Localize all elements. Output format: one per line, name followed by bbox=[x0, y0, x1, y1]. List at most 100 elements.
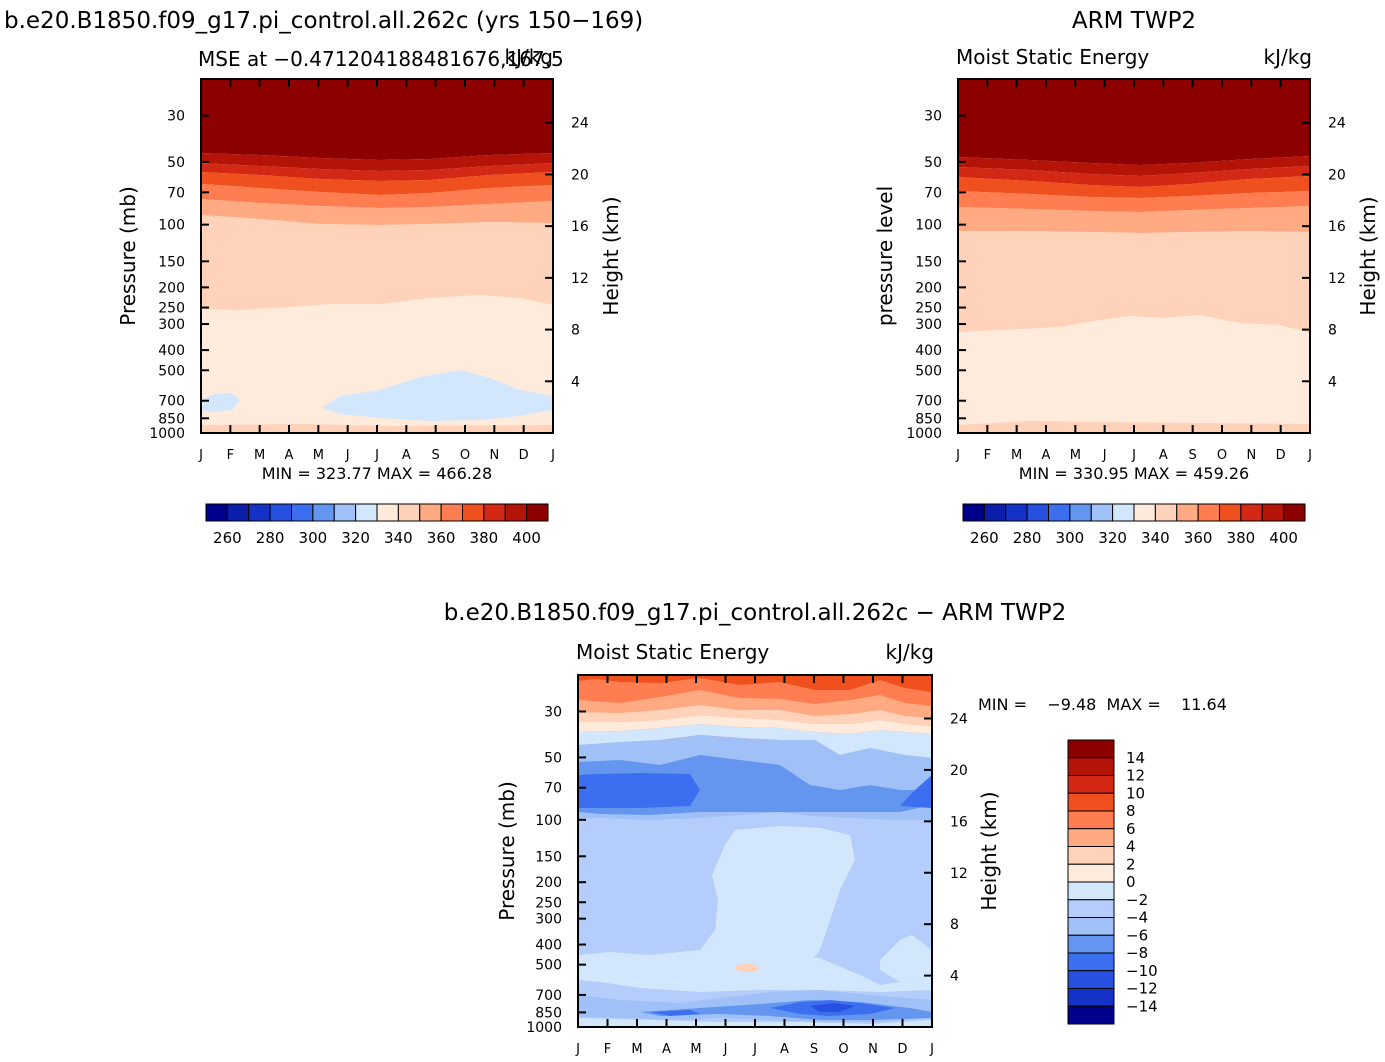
xtick-label: J bbox=[374, 448, 379, 463]
ytick-label: 30 bbox=[924, 109, 942, 125]
xtick-label: J bbox=[345, 448, 350, 463]
ytick-right-label: 8 bbox=[1328, 323, 1337, 339]
diff-band-neg-1 bbox=[578, 724, 932, 758]
colorbar-swatch bbox=[962, 503, 985, 522]
colorbar-swatch bbox=[1112, 503, 1135, 522]
diff-band-neg-4 bbox=[578, 773, 700, 808]
colorbar-label: 10 bbox=[1126, 784, 1145, 802]
ytick-label: 300 bbox=[158, 317, 185, 333]
colorbar-swatch bbox=[1067, 899, 1115, 918]
diff-band-zero bbox=[578, 715, 932, 734]
colorbar-swatch bbox=[1067, 792, 1115, 812]
diff-band-neg-center-low bbox=[578, 950, 932, 992]
diff-band-pos-mid bbox=[578, 690, 932, 718]
ytick-label: 700 bbox=[915, 394, 942, 410]
colorbar-swatch bbox=[1067, 846, 1115, 865]
ytick-label: 400 bbox=[535, 938, 562, 954]
xtick-label: M bbox=[1011, 448, 1022, 463]
mse-band-320-right bbox=[322, 370, 553, 421]
colorbar-label: 320 bbox=[1098, 529, 1127, 547]
colorbar-label: 360 bbox=[427, 529, 456, 547]
colorbar-label: −2 bbox=[1126, 891, 1148, 909]
obs-left-label: Moist Static Energy bbox=[956, 45, 1149, 69]
ytick-label: 850 bbox=[158, 411, 185, 427]
colorbar-label: 340 bbox=[384, 529, 413, 547]
diff-band-pos-spot bbox=[735, 964, 759, 972]
obs-colorbar: 260 280 300 320 340 360 380 400 bbox=[962, 503, 1306, 547]
diff-ylabel-right: Height (km) bbox=[977, 791, 1001, 910]
xtick-label: J bbox=[1102, 448, 1107, 463]
colorbar-swatch bbox=[483, 503, 506, 522]
colorbar-swatch bbox=[1067, 934, 1115, 954]
mse-band-400 bbox=[201, 79, 553, 160]
xtick-label: A bbox=[402, 448, 411, 463]
model-units-label: kJ/kg bbox=[505, 45, 554, 69]
xtick-label: A bbox=[285, 448, 294, 463]
colorbar-label: 280 bbox=[256, 529, 285, 547]
colorbar-swatch bbox=[526, 503, 549, 522]
colorbar-label: 8 bbox=[1126, 802, 1136, 820]
colorbar-swatch bbox=[376, 503, 399, 522]
ytick-right-label: 4 bbox=[571, 374, 580, 390]
xtick-label: J bbox=[955, 448, 960, 463]
ytick-label: 1000 bbox=[149, 426, 185, 442]
xtick-label: M bbox=[631, 1042, 642, 1057]
ytick-right-label: 20 bbox=[571, 167, 589, 183]
ytick-label: 400 bbox=[915, 343, 942, 359]
ytick-right-label: 4 bbox=[1328, 374, 1337, 390]
ytick-label: 70 bbox=[544, 781, 562, 797]
ytick-label: 500 bbox=[158, 363, 185, 379]
xtick-label: D bbox=[897, 1042, 907, 1057]
colorbar-label: −6 bbox=[1126, 926, 1148, 944]
ytick-label: 50 bbox=[924, 155, 942, 171]
colorbar-swatch bbox=[269, 503, 292, 522]
colorbar-label: −8 bbox=[1126, 944, 1148, 962]
ytick-right-label: 12 bbox=[950, 866, 968, 882]
obs-ylabel: pressure level bbox=[873, 186, 897, 326]
ytick-right-label: 24 bbox=[571, 116, 589, 132]
diff-stats: MIN = −9.48 MAX = 11.64 bbox=[978, 695, 1227, 714]
colorbar-swatch bbox=[1005, 503, 1028, 522]
ytick-label: 70 bbox=[167, 185, 185, 201]
xtick-label: O bbox=[460, 448, 470, 463]
ytick-label: 150 bbox=[535, 849, 562, 865]
colorbar-label: 380 bbox=[470, 529, 499, 547]
figure-title-right: ARM TWP2 bbox=[1072, 8, 1196, 34]
colorbar-label: 260 bbox=[213, 529, 242, 547]
colorbar-label: −12 bbox=[1126, 980, 1158, 998]
ytick-right-label: 8 bbox=[571, 323, 580, 339]
xtick-label: A bbox=[1042, 448, 1051, 463]
colorbar-swatch bbox=[1067, 881, 1115, 901]
diff-band-neg-right-low bbox=[880, 935, 932, 982]
colorbar-swatch bbox=[333, 503, 357, 522]
colorbar-swatch bbox=[1240, 503, 1263, 522]
figure-title-bottom: b.e20.B1850.f09_g17.pi_control.all.262c … bbox=[444, 600, 1067, 626]
ytick-label: 1000 bbox=[906, 426, 942, 442]
obs-band-370 bbox=[958, 166, 1310, 187]
colorbar-label: 2 bbox=[1126, 855, 1136, 873]
xtick-label: D bbox=[1276, 448, 1286, 463]
xtick-label: O bbox=[1217, 448, 1227, 463]
panel-model: MSE at −0.471204188481676,167.5 kJ/kg 30… bbox=[116, 45, 623, 547]
colorbar-swatch bbox=[226, 503, 250, 522]
colorbar-label: 400 bbox=[512, 529, 541, 547]
diff-band-neg-surface-4 bbox=[810, 1003, 855, 1012]
colorbar-label: 0 bbox=[1126, 873, 1136, 891]
ytick-label: 850 bbox=[915, 411, 942, 427]
xtick-label: J bbox=[575, 1042, 580, 1057]
ytick-label: 1000 bbox=[526, 1020, 562, 1036]
ytick-right-label: 16 bbox=[950, 814, 968, 830]
xtick-label: J bbox=[929, 1042, 934, 1057]
colorbar-swatch bbox=[1154, 503, 1178, 522]
colorbar-swatch bbox=[1090, 503, 1114, 522]
colorbar-swatch bbox=[1176, 503, 1199, 522]
ytick-right-label: 16 bbox=[571, 219, 589, 235]
colorbar-swatch bbox=[1069, 503, 1092, 522]
ytick-label: 300 bbox=[915, 317, 942, 333]
xtick-label: M bbox=[313, 448, 324, 463]
xtick-label: J bbox=[550, 448, 555, 463]
colorbar-swatch bbox=[312, 503, 335, 522]
ytick-right-label: 16 bbox=[1328, 219, 1346, 235]
colorbar-swatch bbox=[462, 503, 485, 522]
obs-band-400 bbox=[958, 79, 1310, 165]
